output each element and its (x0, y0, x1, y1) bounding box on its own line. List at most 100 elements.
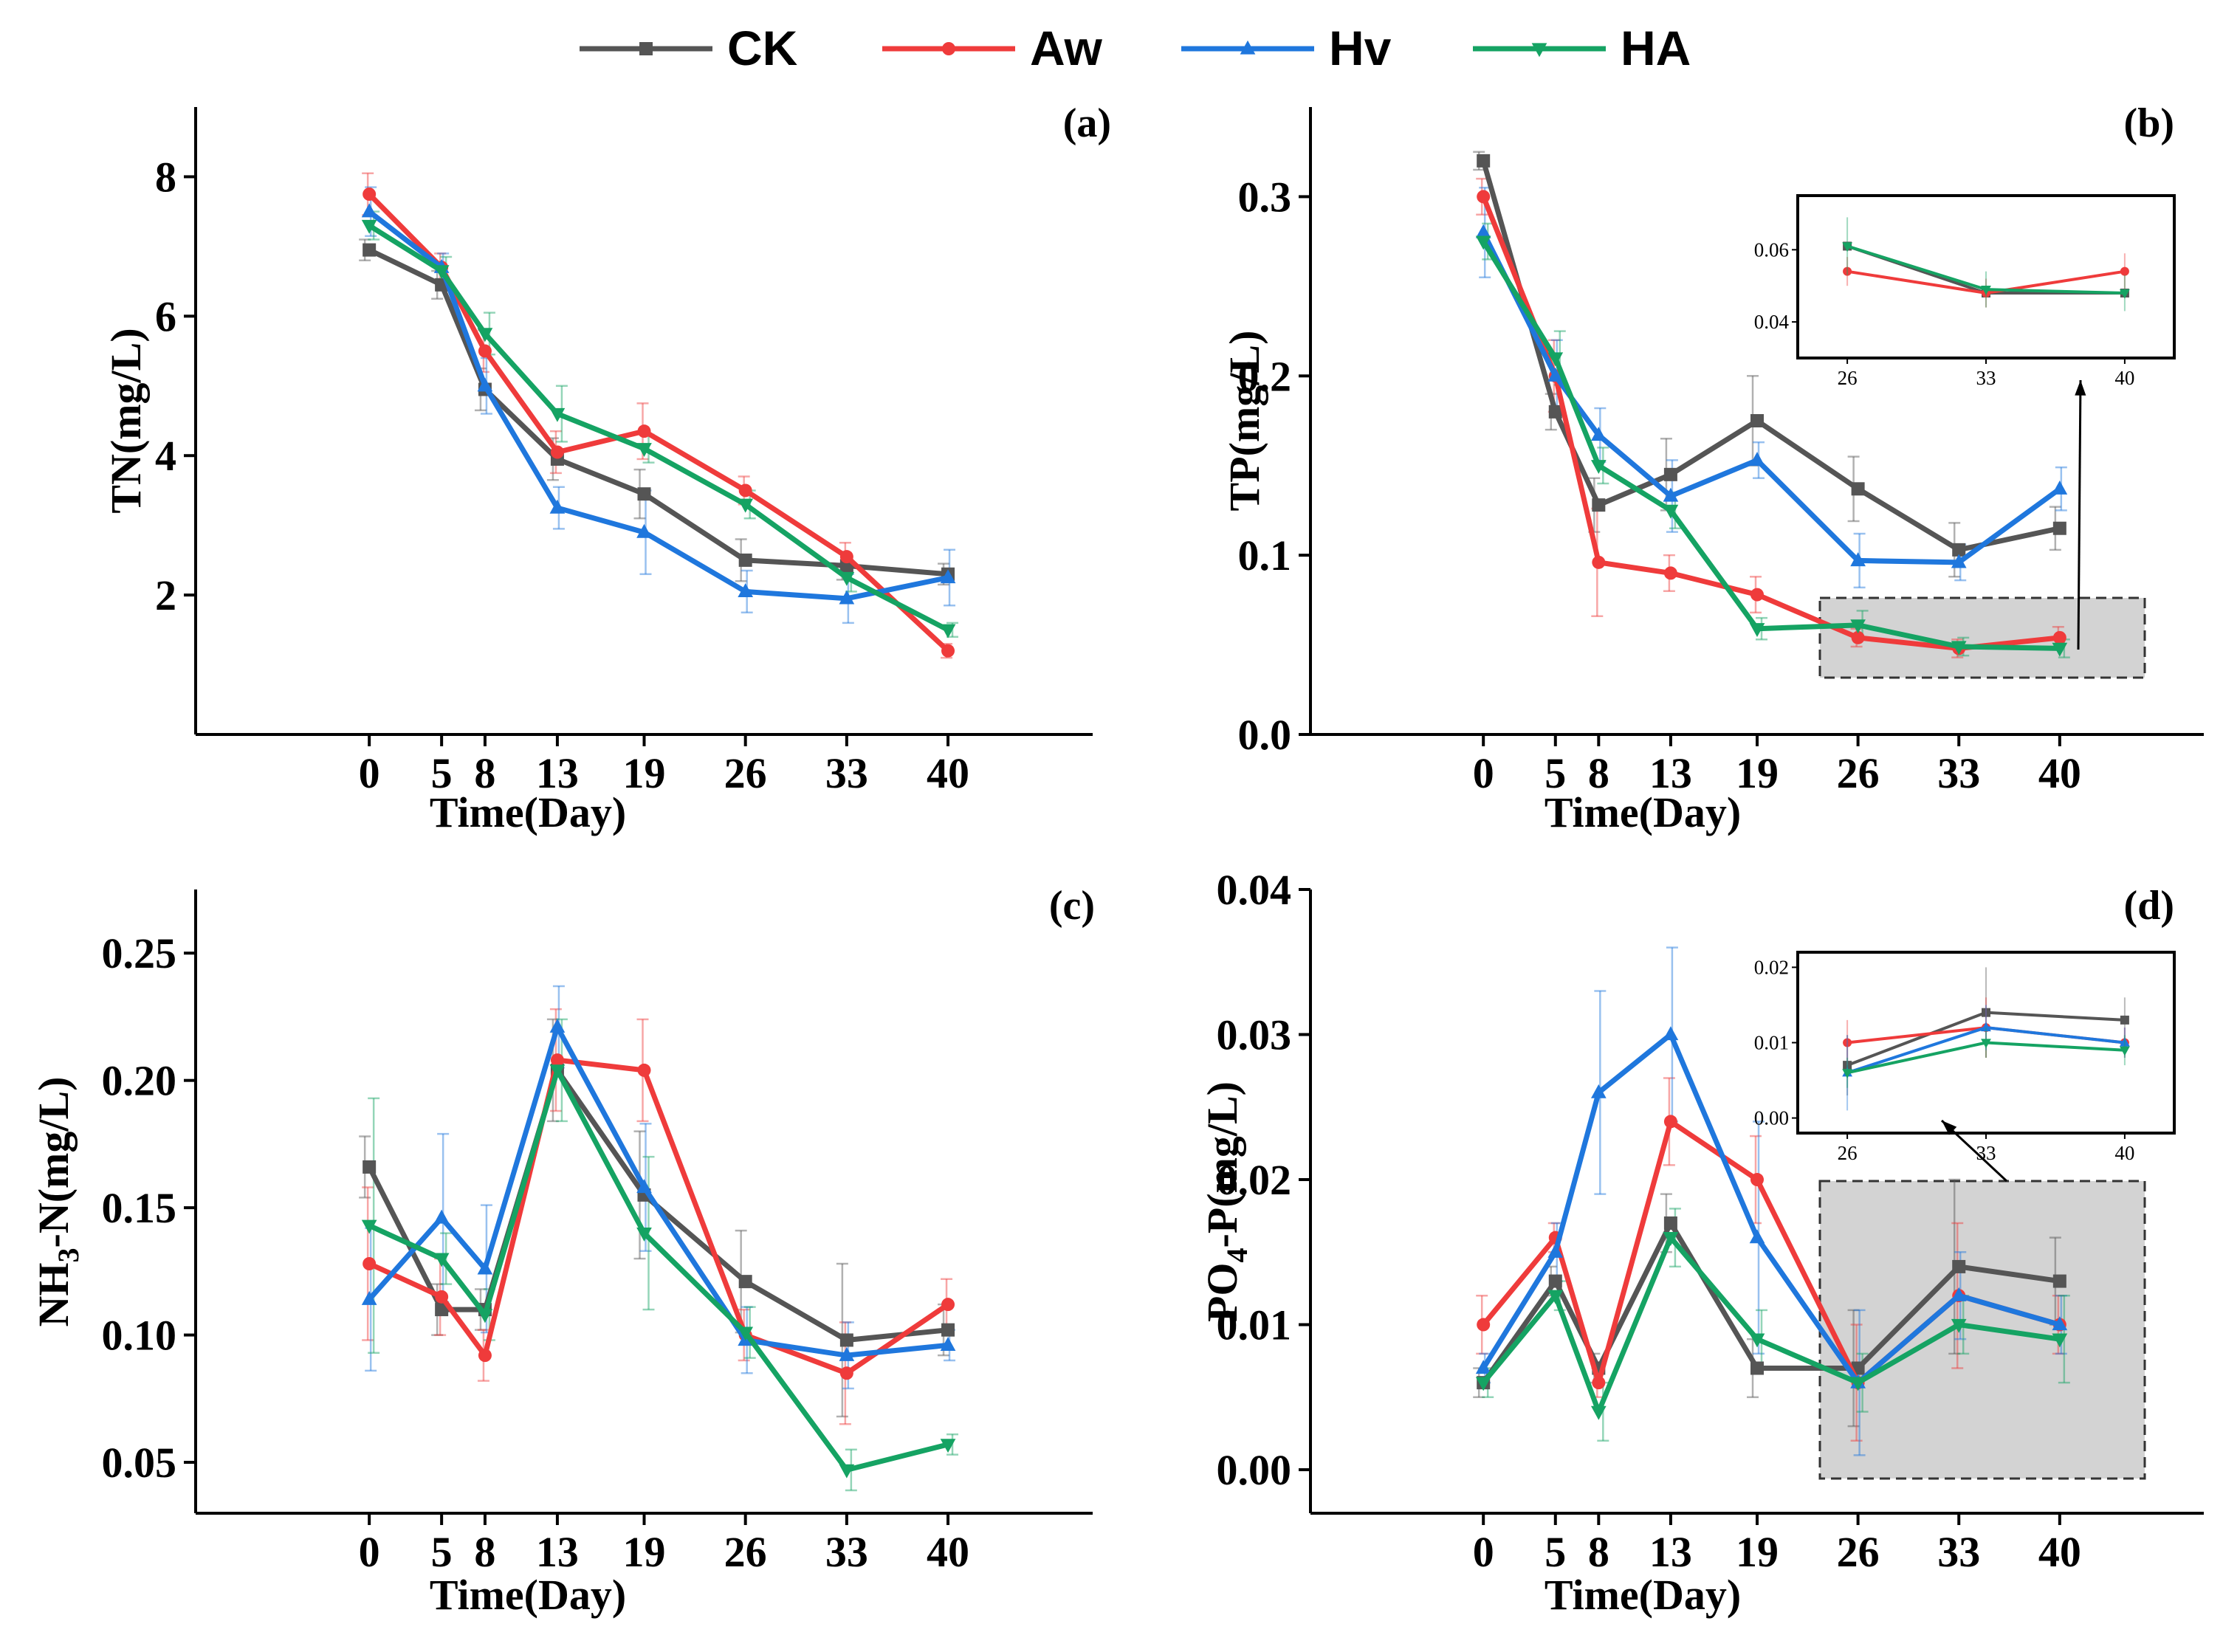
y-tick-label: 0.03 (1217, 1011, 1292, 1059)
series-line-hv (367, 1024, 949, 1358)
data-point-aw (941, 1298, 955, 1312)
x-tick-label: 40 (2038, 749, 2081, 797)
data-point-ha (1749, 623, 1765, 637)
data-point-hv (636, 1179, 652, 1194)
legend-label-aw: Aw (1030, 21, 1102, 75)
y-tick-label: 0.1 (1238, 531, 1292, 579)
y-tick-label: 0.01 (1217, 1301, 1292, 1349)
x-tick-label: 13 (536, 749, 579, 797)
y-axis-title-main: PO (1198, 1262, 1246, 1322)
x-tick-label: 19 (1736, 749, 1779, 797)
data-point-aw (1663, 566, 1677, 580)
y-tick-label: 2 (155, 571, 176, 619)
data-point-ck (1592, 498, 1606, 512)
inset-x-tick-label: 40 (2114, 1142, 2134, 1164)
x-tick-label: 8 (1588, 1528, 1609, 1576)
data-point-ck (1952, 1259, 1966, 1273)
data-point-hv (361, 1291, 377, 1305)
data-point-aw (363, 187, 377, 202)
data-point-ha (940, 624, 956, 639)
legend-marker-ha (1531, 43, 1547, 58)
data-point-ck (363, 1160, 377, 1174)
series-line-aw (368, 1057, 949, 1376)
data-point-hv (549, 499, 566, 514)
inset-chart: 0.04 0.06 26 33 40 (1754, 194, 2176, 389)
x-tick-label: 26 (1837, 1528, 1880, 1576)
y-axis-title: TN(mg/L) (102, 328, 150, 513)
data-point-ha (477, 1309, 493, 1324)
data-point-aw (478, 344, 492, 358)
legend-marker-aw (942, 42, 955, 55)
x-tick-label: 13 (1649, 749, 1692, 797)
x-tick-label: 19 (623, 749, 666, 797)
data-point-hv (1590, 1084, 1607, 1098)
inset-x-tick-label: 26 (1838, 367, 1858, 389)
data-point-ck (1952, 543, 1966, 557)
data-point-hv (1951, 554, 1967, 568)
panel-d-po4p-chart: 0.00 0.01 0.02 0.03 0.04 0 5 8 13 19 26 33 40 Time(Da… (1198, 866, 2204, 1619)
y-axis-title: TP(mg/L) (1220, 331, 1268, 512)
data-point-ha (433, 265, 450, 280)
inset-data-point-hv (2119, 1037, 2130, 1047)
inset-y-tick-label: 0.01 (1754, 1032, 1789, 1054)
data-point-aw (1750, 1173, 1764, 1187)
data-point-ha (1475, 1377, 1491, 1391)
data-point-aw (738, 483, 752, 498)
data-point-ha (2052, 642, 2068, 657)
panel-label: (d) (2124, 883, 2174, 929)
data-point-aw (637, 424, 651, 438)
data-point-ha (738, 498, 754, 513)
legend-label-ha: HA (1621, 21, 1691, 75)
data-point-ha (1475, 235, 1491, 250)
legend-marker-hv (1240, 40, 1256, 55)
data-point-ck (1663, 1216, 1677, 1230)
inset-y-tick-label: 0.00 (1754, 1107, 1789, 1129)
data-point-hv (1475, 224, 1491, 238)
data-point-aw (550, 445, 564, 459)
x-tick-label: 0 (1473, 749, 1494, 797)
y-tick-label: 8 (155, 153, 176, 201)
inset-y-tick-label: 0.06 (1754, 238, 1789, 261)
x-tick-label: 5 (431, 1528, 453, 1576)
data-point-aw (839, 1366, 853, 1380)
data-point-ha (1850, 619, 1866, 634)
y-axis-title-rest: -N(mg/L) (30, 1077, 78, 1248)
y-tick-label: 0.10 (102, 1312, 177, 1360)
panel-b-tp-chart: 0.0 0.1 0.2 0.3 0 5 8 13 19 26 33 40 Time(Day) TP(mg/… (1220, 100, 2204, 836)
data-point-ha (940, 1439, 956, 1453)
y-tick-label: 0.02 (1217, 1156, 1292, 1204)
inset-y-tick-label: 0.02 (1754, 956, 1789, 978)
inset-arrowhead (1942, 1121, 1957, 1135)
x-axis-title: Time(Day) (430, 788, 626, 836)
data-point-hv (1663, 487, 1679, 502)
y-tick-label: 0.3 (1238, 173, 1292, 221)
data-point-hv (1951, 1287, 1967, 1301)
y-axis-title-rest: -P(mg/L) (1198, 1081, 1246, 1248)
data-point-ck (1477, 154, 1491, 168)
y-tick-label: 4 (155, 432, 176, 480)
y-axis-title: PO4-P(mg/L) (1198, 1081, 1254, 1322)
data-point-ck (363, 243, 377, 257)
y-tick-label: 0.25 (102, 929, 177, 977)
data-point-ha (1547, 352, 1564, 367)
data-point-aw (1851, 630, 1865, 644)
y-tick-label: 6 (155, 292, 176, 340)
data-point-aw (1477, 1318, 1491, 1332)
data-point-ck (1851, 482, 1865, 496)
data-point-hv (2052, 481, 2068, 495)
x-tick-label: 26 (724, 1528, 767, 1576)
data-point-ha (1663, 1231, 1679, 1246)
data-point-hv (549, 1018, 566, 1033)
inset-data-point-ha (1981, 286, 1991, 295)
data-point-ha (361, 1219, 377, 1234)
y-axis-title-main: NH (30, 1262, 78, 1326)
legend-label-ck: CK (727, 21, 798, 75)
series-line-ck (1481, 1220, 2061, 1385)
x-tick-label: 40 (2038, 1528, 2081, 1576)
data-point-ha (1749, 1333, 1765, 1348)
data-point-ck (2052, 1274, 2066, 1288)
x-tick-label: 8 (474, 749, 495, 797)
data-point-ha (1850, 1377, 1866, 1391)
